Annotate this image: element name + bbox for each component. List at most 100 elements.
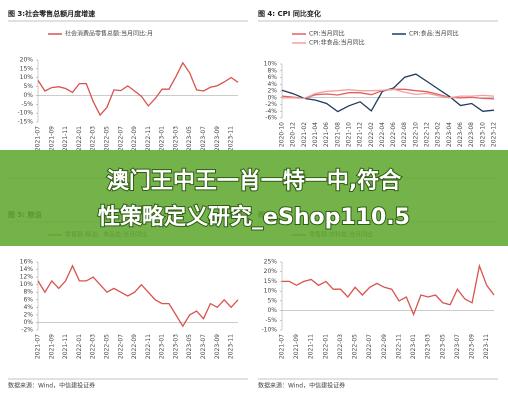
x-tick-label: 2023-07 — [200, 126, 207, 151]
source-note: 数据来源：Wind，中信建投证券 — [8, 382, 95, 390]
x-tick-label: 2023-09 — [214, 334, 221, 359]
y-tick-label: -5% — [265, 317, 277, 324]
legend-label: CPI:食品:当月同比 — [409, 30, 459, 38]
x-tick-label: 2022-07 — [117, 334, 124, 359]
x-tick-label: 2022-10 — [412, 122, 419, 147]
y-tick-label: 0% — [23, 319, 33, 326]
y-tick-label: 8% — [267, 67, 277, 74]
x-tick-label: 2023-11 — [228, 334, 235, 359]
y-tick-label: -10% — [17, 110, 33, 117]
x-tick-label: 2021-07 — [35, 334, 42, 359]
x-tick-label: 2023-09 — [214, 126, 221, 151]
y-tick-label: 15% — [264, 278, 278, 285]
x-tick-label: 2021-02 — [301, 122, 308, 147]
x-tick-label: 2023-08 — [468, 122, 475, 147]
x-tick-label: 2021-09 — [293, 334, 300, 359]
y-tick-label: -15% — [17, 119, 33, 126]
y-tick-label: 8% — [23, 289, 33, 296]
x-tick-label: 2020-12 — [290, 122, 297, 147]
x-tick-label: 2021-11 — [308, 334, 315, 359]
x-tick-label: 2022-04 — [379, 122, 386, 147]
x-tick-label: 2023-03 — [172, 334, 179, 359]
y-tick-label: -5% — [21, 101, 33, 108]
y-tick-label: 5% — [267, 297, 277, 304]
y-tick-label: -2% — [21, 327, 33, 334]
y-tick-label: 10% — [264, 288, 278, 295]
source-note: 数据来源：Wind，中信建投证券 — [258, 382, 345, 390]
y-tick-label: 0% — [23, 92, 33, 99]
x-tick-label: 2022-11 — [395, 334, 402, 359]
x-tick-label: 2022-07 — [366, 334, 373, 359]
y-tick-label: 2% — [267, 88, 277, 95]
x-tick-label: 2021-07 — [35, 126, 42, 151]
y-tick-label: 6% — [267, 74, 277, 81]
y-tick-label: 20% — [264, 268, 278, 275]
x-tick-label: 2021-09 — [48, 334, 55, 359]
banner-band — [0, 150, 508, 246]
x-tick-label: 2022-08 — [401, 122, 408, 147]
x-tick-label: 2021-06 — [323, 122, 330, 147]
series-line — [282, 88, 495, 100]
x-tick-label: 2023-07 — [200, 334, 207, 359]
x-tick-label: 2021-12 — [357, 122, 364, 147]
x-tick-label: 2021-07 — [279, 334, 286, 359]
x-tick-label: 2021-09 — [48, 126, 55, 151]
y-tick-label: 14% — [20, 266, 34, 273]
y-tick-label: 10% — [264, 61, 278, 68]
legend-label: CPI:当月同比 — [309, 30, 345, 38]
y-tick-label: 16% — [20, 259, 34, 266]
x-tick-label: 2023-05 — [186, 334, 193, 359]
x-tick-label: 2022-09 — [131, 126, 138, 151]
y-tick-label: 12% — [20, 274, 34, 281]
x-tick-label: 2020-10 — [279, 122, 286, 147]
x-tick-label: 2023-05 — [439, 334, 446, 359]
x-tick-label: 2022-01 — [76, 334, 83, 359]
x-tick-label: 2023-11 — [228, 126, 235, 151]
y-tick-label: 5% — [23, 83, 33, 90]
series-line — [282, 263, 495, 317]
x-tick-label: 2023-03 — [425, 334, 432, 359]
x-tick-label: 2022-12 — [424, 122, 431, 147]
y-tick-label: 10% — [20, 281, 34, 288]
y-tick-label: 0% — [267, 94, 277, 101]
x-tick-label: 2022-05 — [103, 334, 110, 359]
x-tick-label: 2023-03 — [172, 126, 179, 151]
x-tick-label: 2023-01 — [410, 334, 417, 359]
y-tick-label: -4% — [265, 108, 277, 115]
y-tick-label: -10% — [261, 327, 277, 334]
x-tick-label: 2021-04 — [312, 122, 319, 147]
y-tick-label: 20% — [20, 57, 34, 64]
x-tick-label: 2023-05 — [186, 126, 193, 151]
chart-title: 图 3:社会零售总额月度增速 — [8, 9, 95, 18]
x-tick-label: 2023-01 — [159, 126, 166, 151]
x-tick-label: 2023-02 — [435, 122, 442, 147]
x-tick-label: 2022-11 — [145, 334, 152, 359]
x-tick-label: 2022-05 — [352, 334, 359, 359]
x-tick-label: 2022-06 — [390, 122, 397, 147]
x-tick-label: 2022-01 — [322, 334, 329, 359]
y-tick-label: 25% — [264, 259, 278, 266]
x-tick-label: 2022-03 — [90, 126, 97, 151]
x-tick-label: 2023-11 — [483, 334, 490, 359]
legend-label: CPI:非食品:当月同比 — [309, 39, 365, 47]
x-tick-label: 2023-10 — [479, 122, 486, 147]
y-tick-label: 4% — [267, 81, 277, 88]
x-tick-label: 2023-09 — [469, 334, 476, 359]
x-tick-label: 2022-03 — [90, 334, 97, 359]
x-tick-label: 2022-03 — [337, 334, 344, 359]
y-tick-label: 15% — [20, 65, 34, 72]
x-tick-label: 2022-01 — [76, 126, 83, 151]
x-tick-label: 2022-11 — [145, 126, 152, 151]
x-tick-label: 2023-01 — [159, 334, 166, 359]
y-tick-label: 0% — [267, 307, 277, 314]
x-tick-label: 2023-06 — [457, 122, 464, 147]
x-tick-label: 2023-07 — [454, 334, 461, 359]
x-tick-label: 2022-09 — [381, 334, 388, 359]
banner-text: 性策略定义研究_eShop110.5 — [98, 204, 410, 230]
legend-label: 社会消费品零售总额:当月同比:月 — [65, 30, 153, 38]
x-tick-label: 2021-11 — [62, 334, 69, 359]
banner-text: 澳门王中王一肖一特一中,符合 — [107, 168, 402, 194]
x-tick-label: 2023-12 — [491, 122, 498, 147]
x-tick-label: 2022-02 — [368, 122, 375, 147]
x-tick-label: 2022-09 — [131, 334, 138, 359]
